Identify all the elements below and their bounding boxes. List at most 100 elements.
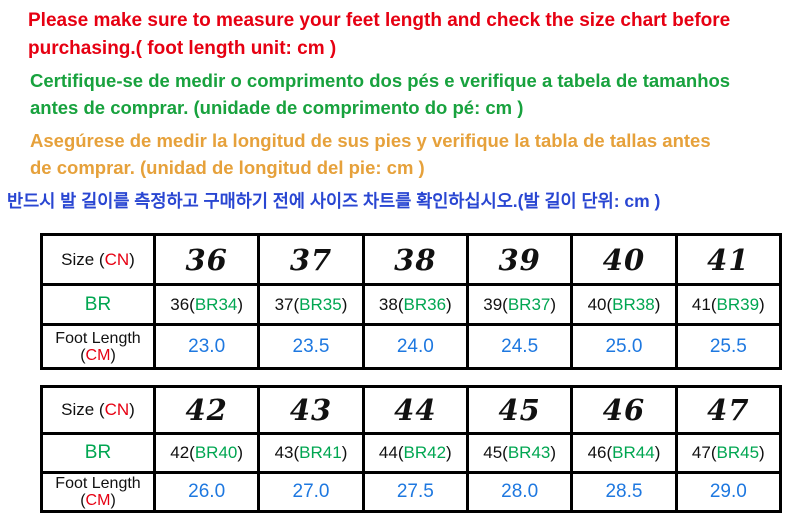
size-label-suffix: ) (129, 400, 135, 419)
size-row-label: Size (CN) (40, 385, 156, 435)
br-code: BR43 (507, 443, 551, 462)
br-cn-number: 41( (691, 294, 717, 314)
br-cn-number: 43( (274, 443, 300, 462)
br-cn-number: 47( (691, 443, 717, 462)
br-value: 44(BR42) (361, 432, 469, 474)
notice-korean: 반드시 발 길이를 측정하고 구매하기 전에 사이즈 차트를 확인하십시오.(발… (7, 189, 660, 213)
foot-length-label-text: Foot Length (55, 329, 141, 347)
size-value: 39 (465, 233, 574, 286)
foot-length-value: 24.5 (465, 323, 574, 370)
notice-spanish-line2: de comprar. (unidad de longitud del pie:… (30, 157, 425, 178)
foot-length-value: 28.5 (570, 471, 678, 513)
foot-length-value: 23.0 (152, 323, 261, 370)
br-value: 46(BR44) (570, 432, 678, 474)
size-label-cn: CN (104, 249, 130, 269)
notice-portuguese-line2: antes de comprar. (unidade de compriment… (30, 97, 524, 118)
br-row-label: BR (40, 432, 156, 474)
br-cn-number: 37( (274, 294, 300, 314)
br-value: 37(BR35) (257, 283, 365, 326)
br-cn-number: 45( (483, 443, 508, 462)
br-value: 39(BR37) (465, 283, 574, 326)
size-value: 45 (465, 385, 574, 435)
br-cn-number: 38( (378, 294, 404, 314)
size-chart-table-36-41: Size (CN) 36 37 38 39 40 41 BR 36(BR34) … (40, 233, 783, 370)
br-code: BR42 (403, 443, 447, 462)
br-code: BR40 (194, 443, 238, 462)
br-value: 47(BR45) (674, 432, 783, 474)
br-code: BR44 (612, 443, 655, 462)
foot-length-row: Foot Length (CM) 23.0 23.5 24.0 24.5 25.… (40, 323, 783, 370)
br-value: 42(BR40) (152, 432, 261, 474)
br-code: BR34 (194, 294, 238, 314)
foot-length-value: 28.0 (465, 471, 574, 513)
br-paren-close: ) (550, 294, 557, 314)
size-chart-table-42-47: Size (CN) 42 43 44 45 46 47 BR 42(BR40) … (40, 385, 783, 513)
size-value: 47 (674, 385, 783, 435)
br-paren-close: ) (759, 443, 765, 462)
br-paren-close: ) (237, 294, 244, 314)
foot-length-value: 25.5 (674, 323, 783, 370)
foot-length-value: 25.0 (570, 323, 678, 370)
size-value: 41 (674, 233, 783, 286)
br-code: BR35 (299, 294, 342, 314)
foot-unit-cm: CM (85, 346, 111, 364)
br-code: BR45 (716, 443, 760, 462)
br-cn-number: 39( (483, 294, 508, 314)
br-value: 43(BR41) (257, 432, 365, 474)
br-cn-number: 42( (170, 443, 195, 462)
size-value: 38 (361, 233, 469, 286)
notice-english-line1: Please make sure to measure your feet le… (28, 10, 731, 31)
notice-spanish: Asegúrese de medir la longitud de sus pi… (30, 127, 711, 181)
br-code: BR39 (716, 294, 760, 314)
foot-length-unit: (CM) (43, 492, 153, 509)
notice-korean-line1: 반드시 발 길이를 측정하고 구매하기 전에 사이즈 차트를 확인하십시오.(발… (7, 191, 661, 211)
br-row: BR 42(BR40) 43(BR41) 44(BR42) 45(BR43) 4… (40, 432, 783, 474)
size-row-label: Size (CN) (40, 233, 156, 286)
br-paren-close: ) (654, 294, 661, 314)
br-paren-close: ) (550, 443, 557, 462)
br-paren-close: ) (237, 443, 244, 462)
foot-length-unit: (CM) (43, 347, 153, 364)
br-value: 41(BR39) (674, 283, 783, 326)
br-code: BR36 (403, 294, 447, 314)
foot-length-value: 29.0 (674, 471, 783, 513)
br-value: 45(BR43) (465, 432, 574, 474)
size-row: Size (CN) 36 37 38 39 40 41 (40, 233, 783, 286)
foot-unit-cm: CM (85, 492, 111, 509)
br-value: 36(BR34) (152, 283, 261, 326)
size-value: 36 (152, 233, 261, 286)
size-value: 44 (361, 385, 469, 435)
foot-length-value: 23.5 (257, 323, 365, 370)
size-value: 37 (257, 233, 365, 286)
br-paren-close: ) (341, 294, 348, 314)
foot-length-value: 27.5 (361, 471, 469, 513)
br-paren-close: ) (654, 443, 661, 462)
br-code: BR41 (299, 443, 342, 462)
foot-length-row-label: Foot Length (CM) (40, 323, 156, 370)
notice-portuguese: Certifique-se de medir o comprimento dos… (30, 67, 730, 121)
size-value: 46 (570, 385, 678, 435)
size-label-suffix: ) (129, 249, 135, 269)
notice-portuguese-line1: Certifique-se de medir o comprimento dos… (30, 70, 731, 91)
size-row: Size (CN) 42 43 44 45 46 47 (40, 385, 783, 435)
foot-length-row: Foot Length (CM) 26.0 27.0 27.5 28.0 28.… (40, 471, 783, 513)
foot-unit-paren-open: ( (80, 492, 86, 509)
notice-spanish-line1: Asegúrese de medir la longitud de sus pi… (30, 130, 711, 151)
br-paren-close: ) (446, 443, 452, 462)
br-cn-number: 46( (587, 443, 613, 462)
br-row: BR 36(BR34) 37(BR35) 38(BR36) 39(BR37) 4… (40, 283, 783, 326)
br-paren-close: ) (446, 294, 452, 314)
br-value: 40(BR38) (570, 283, 678, 326)
br-paren-close: ) (759, 294, 765, 314)
br-cn-number: 44( (378, 443, 404, 462)
size-label-cn: CN (104, 400, 130, 419)
notice-english: Please make sure to measure your feet le… (28, 7, 730, 63)
br-code: BR37 (507, 294, 551, 314)
foot-unit-paren-close: ) (110, 492, 116, 509)
size-value: 40 (570, 233, 678, 286)
size-value: 42 (152, 385, 261, 435)
br-cn-number: 36( (170, 294, 195, 314)
foot-length-row-label: Foot Length (CM) (40, 471, 156, 513)
br-row-label: BR (40, 283, 156, 326)
